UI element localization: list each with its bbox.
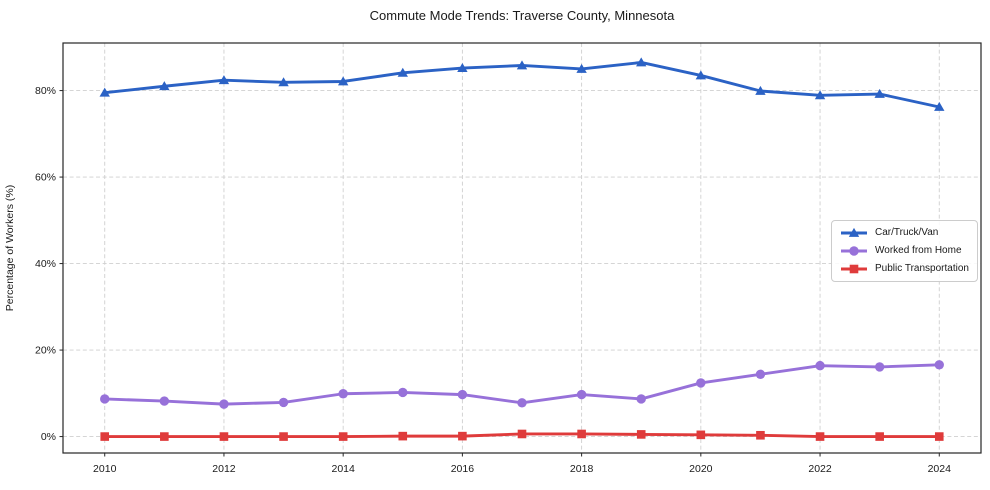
y-tick-label: 40% <box>35 258 56 270</box>
x-tick-label: 2012 <box>212 463 236 475</box>
data-point-square <box>338 432 348 441</box>
data-point-triangle <box>457 62 468 72</box>
data-point-square <box>636 430 646 439</box>
data-point-triangle <box>695 70 707 80</box>
data-point-circle <box>338 389 348 399</box>
x-tick-label: 2024 <box>928 463 952 475</box>
data-point-triangle <box>814 90 826 100</box>
data-point-triangle <box>755 85 766 95</box>
data-point-circle <box>934 360 944 370</box>
data-point-circle <box>874 362 885 372</box>
plot-area: 2010 2012 2014 2016 2018 2020 2022 2024 0% 20% 40%… <box>35 42 982 475</box>
legend-triangle-marker-icon <box>841 227 867 237</box>
data-point-square <box>279 432 288 441</box>
data-point-square <box>398 431 408 441</box>
data-point-square <box>815 432 825 441</box>
x-tick-label: 2018 <box>570 463 594 475</box>
x-tick-label: 2020 <box>689 463 713 475</box>
data-point-square <box>100 432 110 441</box>
data-point-circle <box>219 399 229 409</box>
legend-label: Car/Truck/Van <box>875 227 939 238</box>
data-point-triangle <box>397 67 408 77</box>
y-tick-label: 60% <box>35 172 56 184</box>
y-tick-label: 80% <box>35 85 56 97</box>
data-point-triangle <box>874 88 885 98</box>
data-point-square <box>577 429 586 439</box>
y-axis-label: Percentage of Workers (%) <box>4 185 16 311</box>
plot-frame <box>62 42 982 454</box>
legend-item-car-truck-van: Car/Truck/Van <box>840 227 969 239</box>
data-point-circle <box>576 389 587 400</box>
data-point-square <box>934 432 944 441</box>
data-point-circle <box>755 369 766 379</box>
data-point-square <box>875 432 884 441</box>
x-tick-label: 2022 <box>808 463 832 475</box>
data-point-square <box>160 432 169 441</box>
data-point-circle <box>517 398 527 408</box>
x-tick-label: 2010 <box>93 463 117 475</box>
data-point-triangle <box>516 60 528 70</box>
data-point-circle <box>815 360 825 371</box>
legend-marker <box>848 227 860 237</box>
y-tick-label: 0% <box>41 431 56 443</box>
data-point-circle <box>457 389 468 400</box>
data-point-circle <box>278 397 289 408</box>
data-point-triangle <box>99 87 110 97</box>
data-point-square <box>517 429 527 439</box>
data-point-triangle <box>636 57 647 67</box>
data-point-circle <box>100 394 110 404</box>
chart-title: Commute Mode Trends: Traverse County, Mi… <box>370 8 675 23</box>
legend-item-public-transportation: Public Transportation <box>840 263 969 275</box>
data-point-triangle <box>278 77 289 87</box>
data-point-circle <box>159 396 170 406</box>
legend-square-marker-icon <box>841 264 867 274</box>
legend-label: Worked from Home <box>875 245 962 256</box>
legend-label: Public Transportation <box>875 263 969 274</box>
legend-marker <box>849 264 859 274</box>
data-point-triangle <box>934 101 945 111</box>
legend: Car/Truck/Van Worked from Home Public Tr… <box>831 220 978 282</box>
data-point-square <box>756 430 765 440</box>
x-tick-label: 2016 <box>451 463 475 475</box>
data-point-circle <box>696 378 706 388</box>
data-point-square <box>219 432 229 441</box>
legend-marker <box>849 246 859 256</box>
data-point-triangle <box>576 63 587 73</box>
data-point-square <box>696 430 706 440</box>
legend-circle-marker-icon <box>841 246 867 256</box>
y-tick-label: 20% <box>35 345 56 357</box>
data-point-triangle <box>218 75 230 85</box>
data-point-triangle <box>337 76 349 86</box>
data-point-triangle <box>159 81 170 91</box>
data-point-circle <box>398 387 408 398</box>
data-point-square <box>458 431 467 441</box>
legend-item-worked-from-home: Worked from Home <box>840 245 969 257</box>
x-tick-label: 2014 <box>331 463 355 475</box>
data-point-circle <box>636 394 646 404</box>
